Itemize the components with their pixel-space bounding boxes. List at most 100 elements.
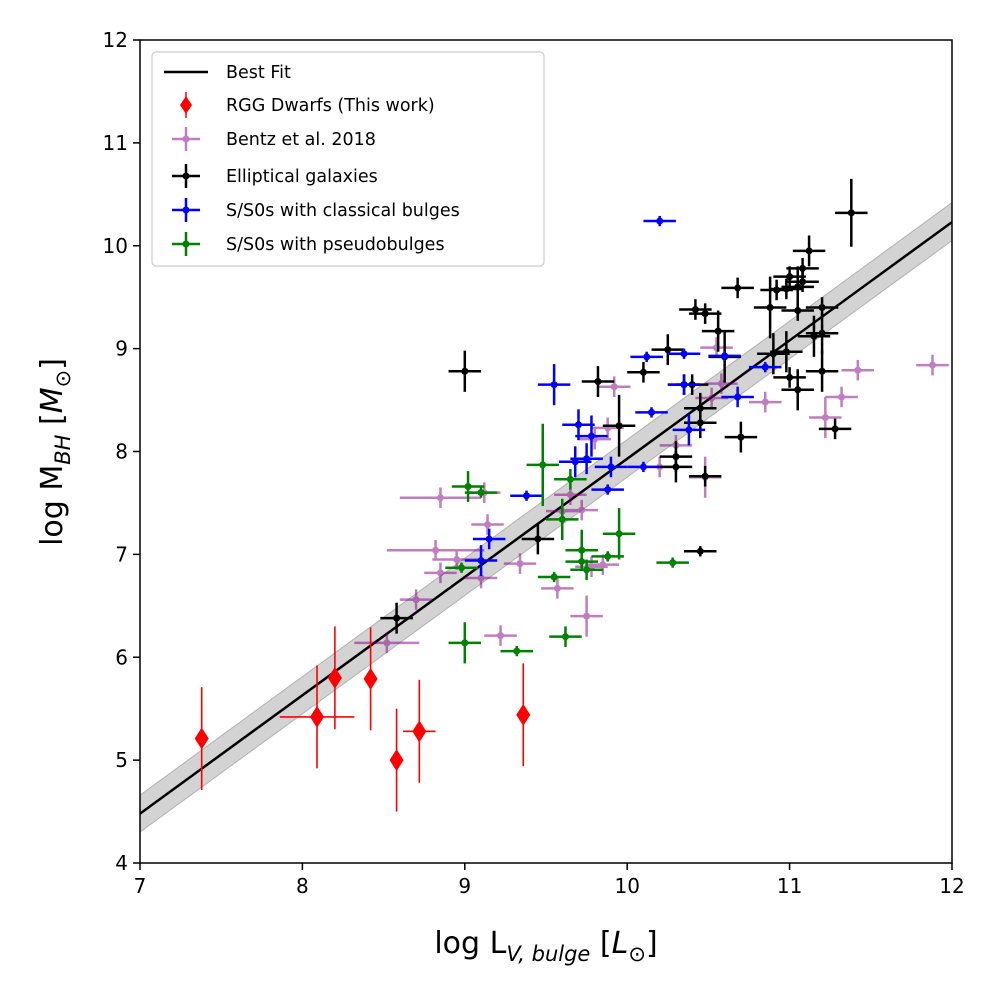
legend-marker-rgg-dwarfs (180, 96, 192, 114)
series-1-point-5 (354, 632, 420, 654)
series-2-point-0 (380, 602, 413, 634)
series-3-point-12-marker (648, 408, 656, 416)
series-2-point-8 (659, 451, 693, 483)
series-4-point-12-marker (583, 566, 591, 574)
series-4-point-2-marker (464, 482, 472, 490)
series-3-point-11 (630, 351, 663, 362)
series-3-point-12 (635, 407, 668, 418)
x-axis-label-unit-sub: ⊙ (628, 942, 646, 966)
x-tick-label-5: 12 (939, 874, 964, 898)
legend-marker-ellipticals (182, 172, 190, 180)
legend-label-classical: S/S0s with classical bulges (226, 201, 460, 221)
series-1-point-11 (541, 578, 574, 599)
series-1-point-2-marker (453, 556, 461, 564)
series-1-point-7 (471, 514, 504, 535)
series-2-point-26 (773, 266, 806, 287)
series-3-point-11-marker (643, 353, 651, 361)
y-tick-label-7: 11 (103, 131, 128, 155)
y-axis-label-open: [ (35, 413, 70, 425)
series-4-point-4 (500, 645, 534, 657)
series-2-point-15-marker (696, 547, 704, 555)
series-4-point-0 (445, 562, 478, 573)
series-1-point-31 (916, 354, 949, 376)
series-2-point-38 (818, 418, 852, 440)
series-3-point-2-marker (523, 492, 531, 500)
series-2-point-21-marker (766, 303, 774, 311)
legend-label-ellipticals: Elliptical galaxies (226, 167, 378, 187)
series-0-point-2 (327, 626, 342, 730)
x-axis-label: log LV, bulge [L⊙] (434, 926, 657, 966)
series-3-point-0 (464, 545, 498, 576)
legend-entry-rgg-dwarfs: RGG Dwarfs (This work) (180, 92, 435, 118)
series-0 (194, 626, 531, 812)
y-axis-label-sub: BH (51, 434, 75, 464)
series-1-point-8-marker (477, 574, 485, 582)
series-3-point-10-marker (639, 463, 647, 471)
fit-layer (140, 201, 952, 833)
legend-box (151, 51, 545, 267)
series-1-point-9-marker (516, 560, 524, 568)
series-3-point-19 (749, 361, 782, 373)
series-2-point-1-marker (461, 367, 469, 375)
series-1-point-10 (484, 625, 517, 646)
series-0-point-5-marker (412, 720, 427, 743)
series-2-point-32-marker (799, 278, 807, 286)
series-2-point-14-marker (701, 310, 709, 318)
series-3-point-17-marker (721, 352, 729, 360)
series-3-point-9-marker (607, 463, 615, 471)
series-2-point-26-marker (786, 273, 794, 281)
series-2-point-16-marker (701, 472, 709, 480)
series-4-point-11-marker (578, 546, 586, 554)
series-1-point-9 (503, 553, 537, 574)
series-0-point-6 (516, 663, 531, 767)
series-1-point-3-marker (436, 569, 444, 577)
series-2-point-25-marker (782, 348, 790, 356)
series-3-point-0-marker (477, 557, 485, 565)
y-axis-label: log MBH [M⊙] (35, 358, 75, 546)
series-1-point-11-marker (553, 584, 561, 592)
y-tick-label-5: 9 (115, 337, 128, 361)
series-4-point-13-marker (604, 552, 612, 560)
series-2-point-4 (602, 394, 636, 457)
series-3-point-10 (627, 461, 660, 473)
series-1-point-28-marker (821, 414, 829, 422)
series-1-point-4-marker (412, 596, 420, 604)
y-axis-label-unit: M (35, 387, 70, 413)
series-2-point-11-marker (691, 306, 699, 314)
series-3-point-1 (472, 528, 506, 550)
series-1-point-4 (399, 589, 433, 610)
series-1-point-30 (841, 359, 875, 381)
series-1-point-25-marker (717, 380, 725, 388)
series-0-point-1-marker (310, 705, 325, 728)
series-2-point-5-marker (639, 368, 647, 376)
series-2-point-39-marker (847, 209, 855, 217)
series-2-point-34-marker (810, 332, 818, 340)
series-2-point-37-marker (818, 367, 826, 375)
series-3-point-18 (721, 386, 754, 408)
series-2-point-4-marker (615, 422, 623, 430)
series-4-point-15-marker (669, 559, 677, 567)
y-tick-label-1: 5 (115, 748, 128, 772)
series-2-point-8-marker (672, 463, 680, 471)
x-tick-label-0: 7 (134, 874, 147, 898)
series-2-point-27-marker (786, 373, 794, 381)
series-1-point-25 (705, 373, 738, 394)
series-0-point-6-marker (516, 703, 531, 726)
series-1-point-29 (825, 386, 858, 408)
x-axis-label-open: [ (600, 926, 612, 961)
series-4-point-12 (570, 559, 603, 581)
series-1-point-3 (424, 562, 457, 584)
legend-marker-pseudo (182, 240, 190, 248)
series-2-point-30 (781, 369, 814, 411)
series-4-point-14-marker (615, 530, 623, 538)
series-3-point-17 (708, 350, 741, 361)
series-4-point-1-marker (461, 639, 469, 647)
series-4-point-11 (565, 529, 598, 571)
series-2-point-3-marker (594, 378, 602, 386)
series-1-point-13-marker (566, 491, 574, 499)
series-1-point-14-marker (578, 506, 586, 514)
series-3-point-3 (537, 364, 571, 406)
series-4-point-2 (451, 471, 485, 502)
series-1-point-27-marker (761, 398, 769, 406)
